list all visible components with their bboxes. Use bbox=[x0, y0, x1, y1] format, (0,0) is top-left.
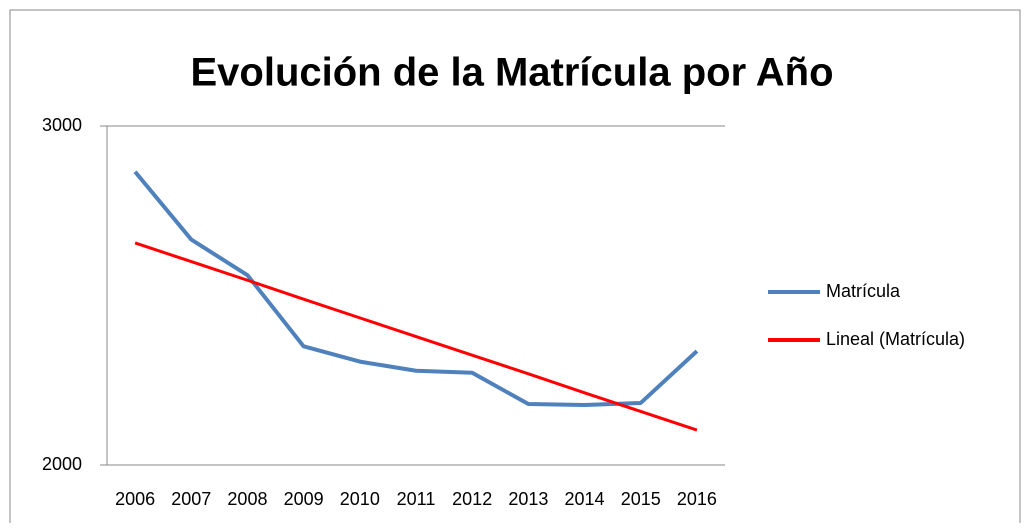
legend-label: Lineal (Matrícula) bbox=[826, 329, 965, 349]
x-tick-label: 2012 bbox=[452, 489, 492, 509]
x-tick-label: 2010 bbox=[340, 489, 380, 509]
chart-frame bbox=[9, 9, 1021, 528]
x-tick-label: 2015 bbox=[621, 489, 661, 509]
x-tick-label: 2013 bbox=[508, 489, 548, 509]
x-tick-label: 2008 bbox=[227, 489, 267, 509]
y-tick-label: 3000 bbox=[42, 115, 82, 135]
legend-label: Matrícula bbox=[826, 281, 901, 301]
chart-title: Evolución de la Matrícula por Año bbox=[190, 51, 833, 95]
x-tick-label: 2009 bbox=[284, 489, 324, 509]
series-line bbox=[134, 241, 698, 432]
x-tick-label: 2014 bbox=[565, 489, 605, 509]
x-tick-label: 2006 bbox=[115, 489, 155, 509]
x-tick-label: 2007 bbox=[171, 489, 211, 509]
x-tick-label: 2016 bbox=[677, 489, 717, 509]
x-tick-label: 2011 bbox=[397, 489, 436, 509]
y-tick-label: 2000 bbox=[42, 454, 82, 474]
series-line bbox=[133, 170, 699, 407]
